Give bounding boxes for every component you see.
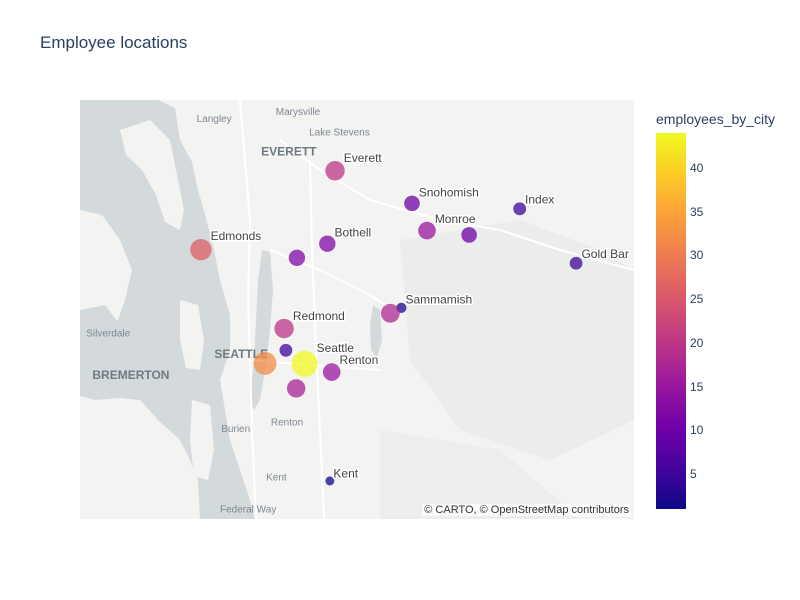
- basemap-label: Federal Way: [220, 504, 276, 515]
- bainbridge-island: [180, 300, 204, 370]
- basemap-label: Langley: [197, 114, 232, 125]
- city-point[interactable]: [279, 343, 293, 357]
- basemap-label: Silverdale: [86, 329, 130, 340]
- terrain-patch: [380, 430, 580, 519]
- colorbar-tick-label: 30: [690, 248, 704, 263]
- city-point-label: Snohomish: [419, 186, 479, 200]
- whidbey-island: [120, 120, 184, 230]
- city-point[interactable]: [380, 303, 400, 323]
- city-point-label: Redmond: [293, 309, 345, 323]
- city-point-label: Monroe: [435, 212, 476, 226]
- city-point[interactable]: [461, 227, 477, 243]
- city-point[interactable]: [325, 161, 345, 181]
- city-point[interactable]: [291, 350, 318, 377]
- colorbar-tick-label: 25: [690, 292, 704, 307]
- colorbar-gradient: [656, 133, 686, 509]
- basemap-label: BREMERTON: [92, 368, 169, 382]
- city-point[interactable]: [569, 256, 583, 270]
- basemap-label: SEATTLE: [214, 347, 268, 361]
- city-point[interactable]: [319, 235, 336, 252]
- colorbar-tick-label: 35: [690, 204, 704, 219]
- puget-sound-water: [80, 100, 255, 519]
- basemap-label: Burien: [221, 424, 250, 435]
- city-point[interactable]: [253, 351, 277, 375]
- colorbar-title: employees_by_city: [656, 111, 776, 127]
- basemap-label: EVERETT: [261, 145, 317, 159]
- city-point-label: Sammamish: [405, 293, 472, 307]
- terrain-patch: [400, 220, 634, 460]
- city-point[interactable]: [190, 238, 212, 261]
- vashon-island: [190, 400, 214, 480]
- city-point[interactable]: [418, 221, 436, 240]
- city-point[interactable]: [513, 202, 527, 216]
- city-point[interactable]: [286, 379, 306, 398]
- city-point-label: Kent: [333, 466, 358, 480]
- city-point-label: Gold Bar: [581, 247, 628, 261]
- basemap-label: Kent: [266, 472, 287, 483]
- kitsap-water: [80, 305, 120, 362]
- city-point-label: Everett: [344, 151, 383, 165]
- chart-title: Employee locations: [40, 33, 188, 52]
- basemap-label: Renton: [271, 417, 303, 428]
- colorbar-tick-label: 10: [690, 423, 704, 438]
- city-point[interactable]: [288, 249, 306, 267]
- basemap-label: Marysville: [276, 107, 321, 118]
- city-point-label: Bothell: [335, 225, 372, 239]
- map-canvas[interactable]: Marysville Langley Lake Stevens EVERETT Silv…: [80, 100, 634, 519]
- map-panel[interactable]: Marysville Langley Lake Stevens EVERETT Silv…: [80, 100, 634, 519]
- city-point-label: Index: [525, 192, 554, 206]
- map-labels: Marysville Langley Lake Stevens EVERETT Silv…: [86, 107, 369, 515]
- colorbar: [656, 133, 686, 509]
- city-point[interactable]: [404, 195, 420, 212]
- city-point[interactable]: [322, 363, 341, 381]
- city-point-label: Edmonds: [211, 229, 262, 243]
- colorbar-tick-label: 20: [690, 335, 704, 350]
- map-attribution[interactable]: © CARTO, © OpenStreetMap contributors: [422, 504, 631, 516]
- lake-sammamish: [370, 305, 382, 358]
- city-point-label: Seattle: [317, 341, 355, 355]
- city-point[interactable]: [274, 318, 294, 339]
- colorbar-tick-label: 40: [690, 160, 704, 175]
- city-point[interactable]: [325, 476, 335, 486]
- map-points: Everett Snohomish Index Monroe Bothell Edmond…: [190, 149, 630, 486]
- city-point-label: Renton: [340, 353, 379, 367]
- basemap-label: Lake Stevens: [309, 127, 370, 138]
- colorbar-tick-label: 15: [690, 379, 704, 394]
- colorbar-tick-label: 5: [690, 467, 697, 482]
